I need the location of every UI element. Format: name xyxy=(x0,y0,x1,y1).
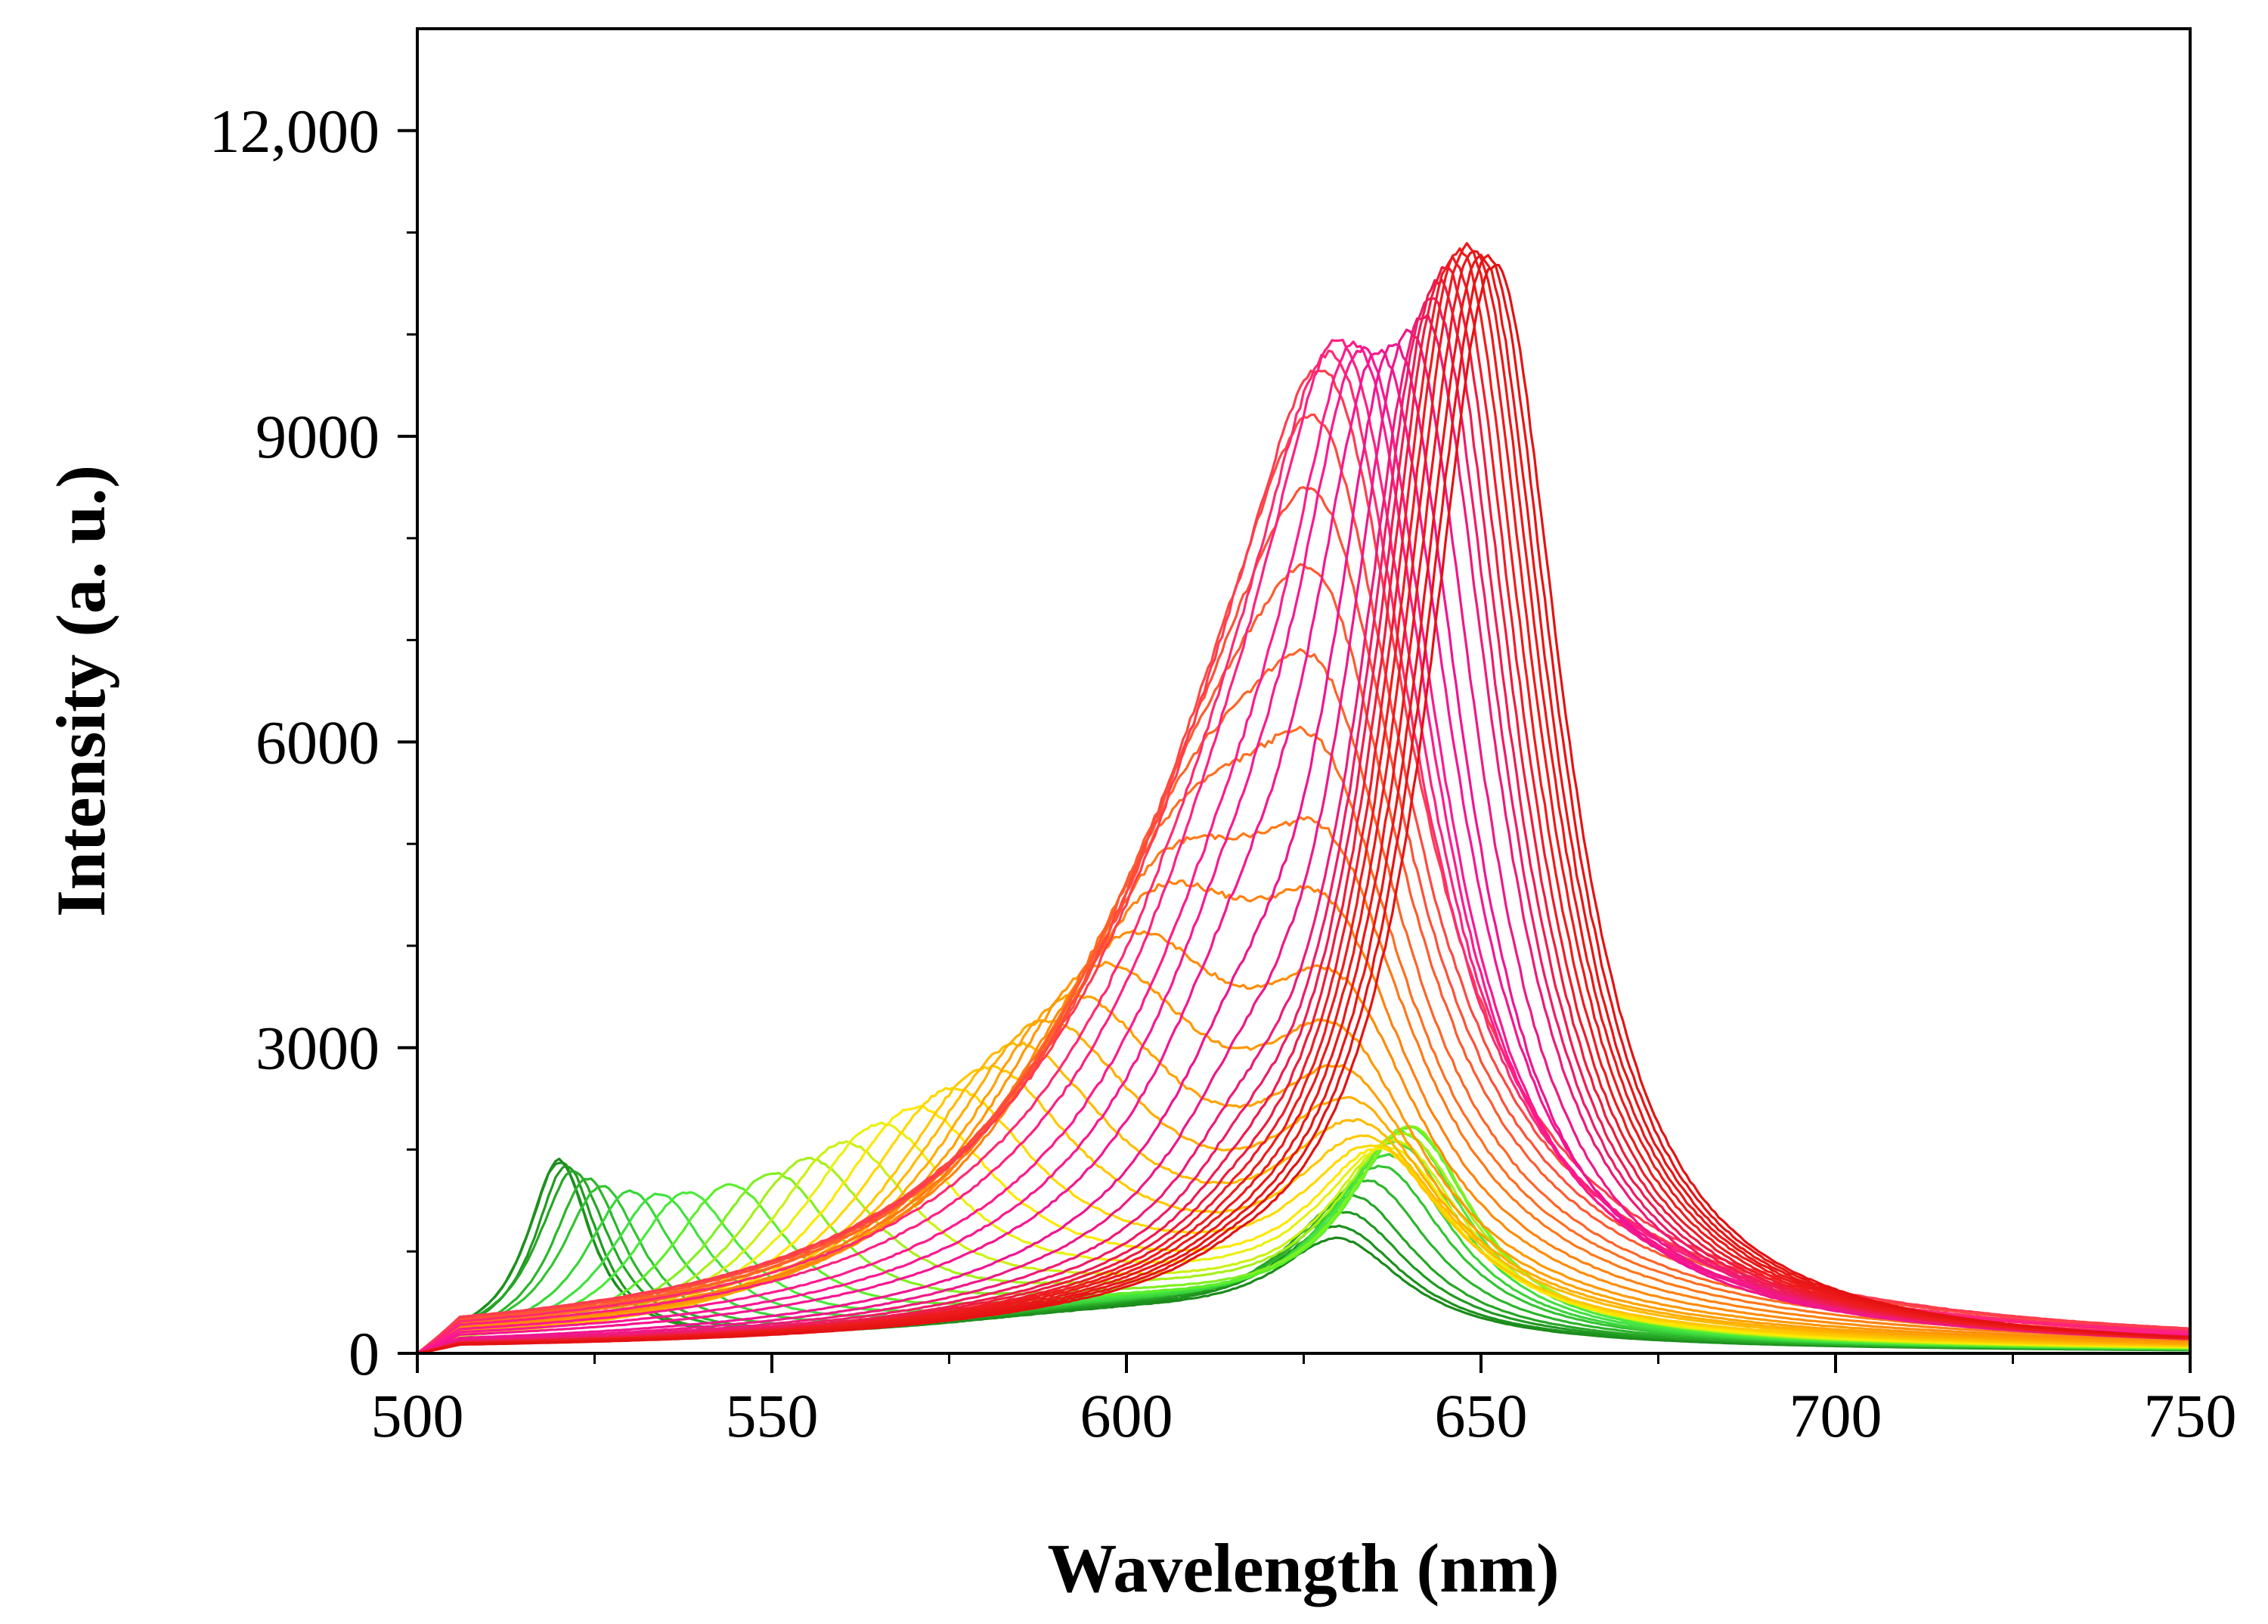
y-tick-label: 3000 xyxy=(256,1014,380,1083)
y-axis-ticks: 0 3000 6000 9000 12,000 xyxy=(209,97,417,1388)
x-tick-label: 500 xyxy=(371,1381,464,1450)
spectrum-line-s42 xyxy=(417,256,2191,1355)
x-tick-label: 600 xyxy=(1080,1381,1173,1450)
series-layer xyxy=(417,242,2191,1355)
spectrum-line-s34 xyxy=(417,346,2191,1355)
spectrum-line-s30 xyxy=(417,369,2191,1355)
spectrum-line-s37 xyxy=(417,328,2191,1355)
x-axis-title: Wavelength (nm) xyxy=(1047,1529,1559,1607)
y-tick-label: 0 xyxy=(349,1319,380,1388)
spectrum-line-s20 xyxy=(417,993,2191,1355)
spectrum-line-s39 xyxy=(417,297,2190,1355)
spectrum-line-s36 xyxy=(417,342,2191,1355)
spectrum-line-s32 xyxy=(417,339,2191,1355)
spectrum-line-s31 xyxy=(417,349,2191,1355)
x-tick-label: 700 xyxy=(1789,1381,1882,1450)
y-tick-label: 6000 xyxy=(256,708,380,776)
spectrum-line-s35 xyxy=(417,349,2191,1355)
spectrum-line-s33 xyxy=(417,340,2191,1355)
spectrum-line-s48 xyxy=(417,264,2191,1355)
spectrum-line-s28 xyxy=(417,486,2191,1355)
y-axis-title: Intensity (a. u.) xyxy=(42,465,119,917)
x-axis-ticks: 500 550 600 650 700 750 xyxy=(371,1353,2237,1450)
y-tick-label: 9000 xyxy=(256,402,380,471)
x-tick-label: 750 xyxy=(2144,1381,2237,1450)
spectrum-line-s38 xyxy=(417,313,2191,1355)
x-tick-label: 550 xyxy=(726,1381,819,1450)
y-tick-label: 12,000 xyxy=(209,97,380,166)
x-tick-label: 650 xyxy=(1435,1381,1528,1450)
